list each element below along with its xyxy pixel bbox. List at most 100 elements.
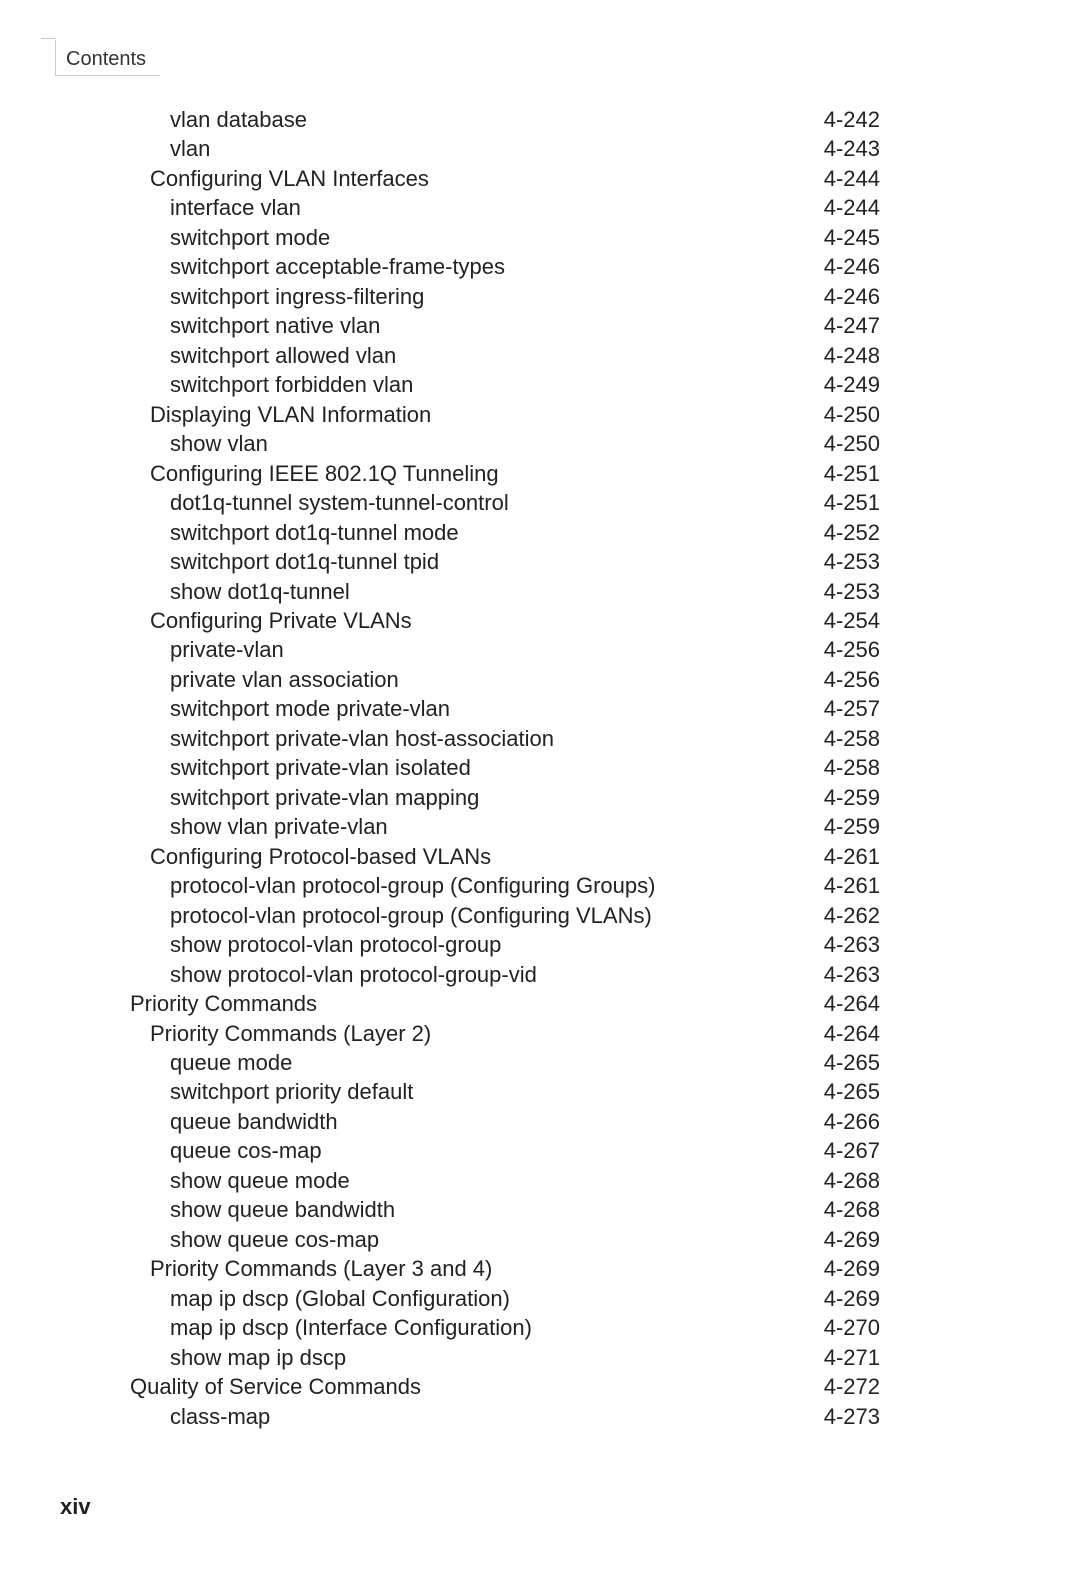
toc-row: switchport priority default 4-265: [110, 1077, 880, 1106]
toc-label: show vlan private-vlan: [110, 812, 388, 841]
toc-label: show protocol-vlan protocol-group: [110, 930, 501, 959]
toc-row: show dot1q-tunnel 4-253: [110, 577, 880, 606]
toc-label: queue cos-map: [110, 1136, 322, 1165]
toc-label: show vlan: [110, 429, 268, 458]
toc-label: Configuring VLAN Interfaces: [110, 164, 429, 193]
toc-label: show dot1q-tunnel: [110, 577, 350, 606]
toc-row: switchport dot1q-tunnel mode4-252: [110, 518, 880, 547]
toc-row: show vlan 4-250: [110, 429, 880, 458]
toc-row: private vlan association4-256: [110, 665, 880, 694]
toc-row: vlan database 4-242: [110, 105, 880, 134]
toc-page: 4-249: [814, 370, 880, 399]
toc-page: 4-247: [814, 311, 880, 340]
toc-row: vlan4-243: [110, 134, 880, 163]
toc-page: 4-258: [814, 724, 880, 753]
toc-row: Quality of Service Commands 4-272: [110, 1372, 880, 1401]
toc-row: dot1q-tunnel system-tunnel-control4-251: [110, 488, 880, 517]
toc-label: map ip dscp (Interface Configuration): [110, 1313, 532, 1342]
toc-label: switchport forbidden vlan: [110, 370, 413, 399]
table-of-contents: vlan database 4-242vlan4-243Configuring V…: [110, 105, 880, 1431]
toc-page: 4-268: [814, 1166, 880, 1195]
toc-row: show vlan private-vlan 4-259: [110, 812, 880, 841]
toc-label: Quality of Service Commands: [110, 1372, 421, 1401]
toc-row: class-map4-273: [110, 1402, 880, 1431]
toc-row: Configuring Private VLANs4-254: [110, 606, 880, 635]
toc-page: 4-259: [814, 783, 880, 812]
toc-label: Priority Commands: [110, 989, 317, 1018]
toc-row: switchport forbidden vlan 4-249: [110, 370, 880, 399]
toc-row: map ip dscp (Global Configuration)4-269: [110, 1284, 880, 1313]
toc-page: 4-253: [814, 577, 880, 606]
toc-page: 4-272: [814, 1372, 880, 1401]
toc-label: show map ip dscp: [110, 1343, 346, 1372]
toc-label: switchport dot1q-tunnel tpid: [110, 547, 439, 576]
toc-label: show queue mode: [110, 1166, 350, 1195]
toc-row: Configuring Protocol-based VLANs4-261: [110, 842, 880, 871]
toc-page: 4-268: [814, 1195, 880, 1224]
toc-label: switchport mode: [110, 223, 330, 252]
toc-page: 4-250: [814, 429, 880, 458]
toc-row: switchport mode 4-245: [110, 223, 880, 252]
toc-label: private-vlan: [110, 635, 284, 664]
toc-label: class-map: [110, 1402, 270, 1431]
toc-page: 4-254: [814, 606, 880, 635]
toc-label: switchport private-vlan isolated: [110, 753, 471, 782]
toc-page: 4-264: [814, 989, 880, 1018]
toc-label: vlan database: [110, 105, 307, 134]
toc-row: switchport private-vlan host-association…: [110, 724, 880, 753]
toc-label: show queue cos-map: [110, 1225, 379, 1254]
toc-row: Displaying VLAN Information 4-250: [110, 400, 880, 429]
toc-page: 4-269: [814, 1254, 880, 1283]
toc-row: queue bandwidth4-266: [110, 1107, 880, 1136]
toc-page: 4-242: [814, 105, 880, 134]
toc-row: Priority Commands 4-264: [110, 989, 880, 1018]
toc-row: show queue mode 4-268: [110, 1166, 880, 1195]
toc-label: show queue bandwidth: [110, 1195, 395, 1224]
toc-page: 4-245: [814, 223, 880, 252]
toc-row: Configuring IEEE 802.1Q Tunneling 4-251: [110, 459, 880, 488]
toc-label: switchport private-vlan mapping: [110, 783, 479, 812]
toc-page: 4-253: [814, 547, 880, 576]
toc-row: show queue cos-map4-269: [110, 1225, 880, 1254]
toc-label: vlan: [110, 134, 210, 163]
toc-label: queue mode: [110, 1048, 292, 1077]
toc-page: 4-262: [814, 901, 880, 930]
toc-label: show protocol-vlan protocol-group-vid: [110, 960, 537, 989]
toc-page: 4-256: [814, 665, 880, 694]
toc-label: queue bandwidth: [110, 1107, 338, 1136]
toc-page: 4-250: [814, 400, 880, 429]
toc-page: 4-252: [814, 518, 880, 547]
toc-page: 4-258: [814, 753, 880, 782]
toc-row: switchport native vlan4-247: [110, 311, 880, 340]
toc-page: 4-251: [814, 488, 880, 517]
toc-row: queue mode4-265: [110, 1048, 880, 1077]
toc-page: 4-256: [814, 635, 880, 664]
toc-row: switchport dot1q-tunnel tpid 4-253: [110, 547, 880, 576]
toc-row: Configuring VLAN Interfaces4-244: [110, 164, 880, 193]
toc-page: 4-257: [814, 694, 880, 723]
toc-page: 4-264: [814, 1019, 880, 1048]
toc-row: show queue bandwidth 4-268: [110, 1195, 880, 1224]
toc-page: 4-261: [814, 871, 880, 900]
page-number: xiv: [60, 1494, 91, 1520]
toc-page: 4-246: [814, 282, 880, 311]
toc-page: 4-270: [814, 1313, 880, 1342]
toc-page: 4-265: [814, 1077, 880, 1106]
toc-row: protocol-vlan protocol-group (Configurin…: [110, 871, 880, 900]
toc-row: switchport ingress-filtering 4-246: [110, 282, 880, 311]
toc-page: 4-251: [814, 459, 880, 488]
header-tab: Contents: [55, 40, 160, 76]
toc-page: 4-261: [814, 842, 880, 871]
toc-page: 4-244: [814, 193, 880, 222]
toc-page: 4-263: [814, 930, 880, 959]
toc-label: Displaying VLAN Information: [110, 400, 431, 429]
toc-row: Priority Commands (Layer 2) 4-264: [110, 1019, 880, 1048]
toc-label: switchport private-vlan host-association: [110, 724, 554, 753]
toc-page: 4-259: [814, 812, 880, 841]
page-number-text: xiv: [60, 1494, 91, 1519]
toc-label: Configuring IEEE 802.1Q Tunneling: [110, 459, 499, 488]
toc-row: Priority Commands (Layer 3 and 4)4-269: [110, 1254, 880, 1283]
toc-label: Priority Commands (Layer 2): [110, 1019, 431, 1048]
toc-label: switchport priority default: [110, 1077, 413, 1106]
toc-label: switchport ingress-filtering: [110, 282, 424, 311]
